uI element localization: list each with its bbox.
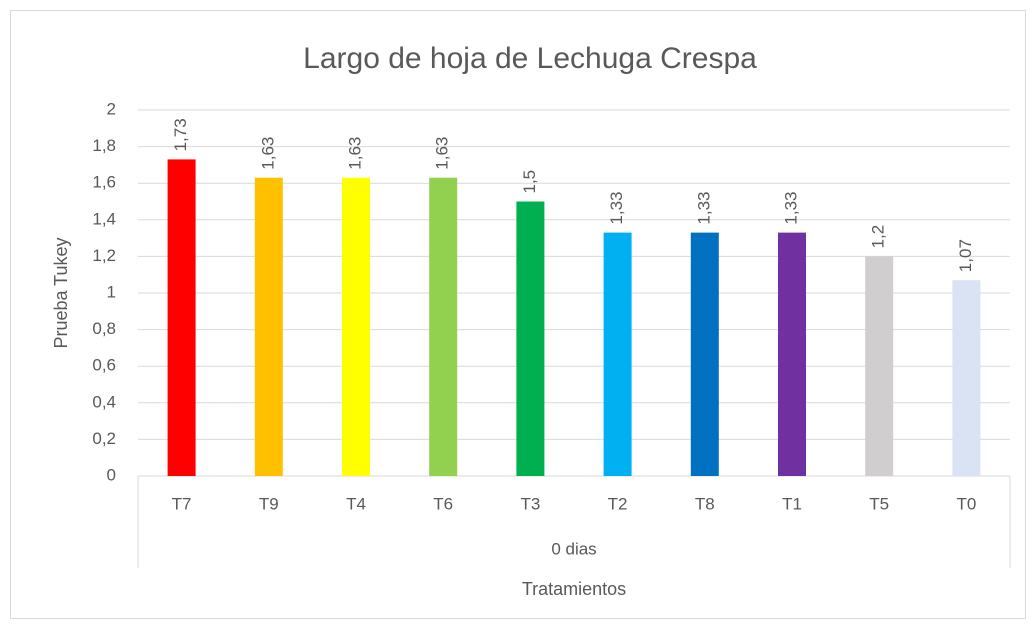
chart-title: Largo de hoja de Lechuga Crespa [303,42,757,75]
x-tick-label: T9 [259,494,279,513]
x-tick-label: T0 [956,494,976,513]
group-label: 0 dias [551,539,596,558]
x-tick-label: T1 [782,494,802,513]
data-label: 1,63 [258,137,277,170]
x-tick-label: T6 [433,494,453,513]
data-label: 1,63 [345,137,364,170]
data-label: 1,73 [171,118,190,151]
x-tick-label: T3 [520,494,540,513]
y-tick-label: 0,2 [92,429,116,448]
x-axis-title: Tratamientos [522,579,626,599]
bar [865,256,894,476]
bar [952,280,981,476]
y-tick-label: 1,6 [92,173,116,192]
data-label: 1,5 [520,170,539,194]
bar [603,232,632,476]
x-tick-label: T8 [695,494,715,513]
y-tick-label: 1,8 [92,136,116,155]
y-tick-label: 0,4 [92,392,116,411]
x-tick-label: T5 [869,494,889,513]
bar [342,177,370,476]
bar [690,232,719,476]
x-tick-label: T2 [608,494,628,513]
data-label: 1,2 [869,225,888,249]
data-label: 1,33 [694,192,713,225]
data-label: 1,33 [781,192,800,225]
x-tick-label: T7 [172,494,192,513]
bar [778,232,806,476]
y-tick-label: 1 [107,282,116,301]
y-axis-title: Prueba Tukey [51,237,71,348]
y-tick-label: 2 [107,99,116,118]
bar [167,159,196,476]
bar [254,177,283,476]
data-label: 1,07 [956,239,975,272]
y-tick-label: 0,8 [92,319,116,338]
data-label: 1,63 [433,137,452,170]
bar [429,177,458,476]
y-tick-label: 1,4 [92,209,116,228]
y-tick-label: 0 [107,465,116,484]
bar [516,201,545,476]
data-label: 1,33 [607,192,626,225]
y-tick-label: 1,2 [92,246,116,265]
y-tick-label: 0,6 [92,356,116,375]
x-tick-label: T4 [346,494,366,513]
